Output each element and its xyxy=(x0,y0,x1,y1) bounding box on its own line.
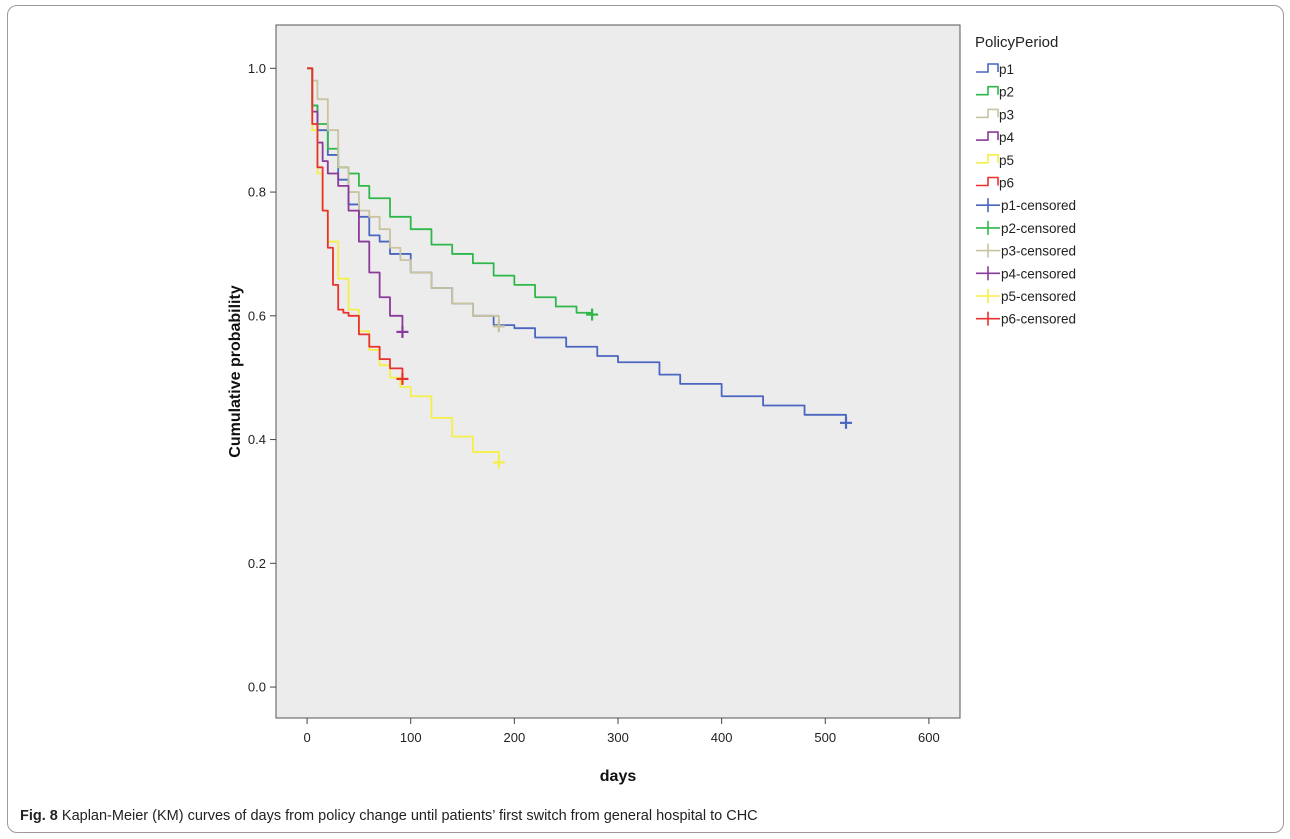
legend-item-p1-censored: p1-censored xyxy=(976,198,1076,213)
y-tick-label: 0.8 xyxy=(248,185,266,200)
legend-label: p1 xyxy=(999,62,1014,77)
caption-label: Fig. 8 xyxy=(20,808,58,824)
x-axis-title: days xyxy=(600,768,637,785)
legend-swatch xyxy=(976,108,999,119)
p2-censor-marker xyxy=(586,308,599,321)
x-tick-label: 600 xyxy=(918,730,940,745)
x-tick-label: 200 xyxy=(504,730,526,745)
legend-swatch xyxy=(976,176,999,187)
x-tick-label: 400 xyxy=(711,730,733,745)
y-tick-label: 1.0 xyxy=(248,61,266,76)
legend-label: p6 xyxy=(999,176,1014,191)
legend-swatch xyxy=(976,85,999,96)
figure-caption: Fig. 8 Kaplan-Meier (KM) curves of days … xyxy=(20,808,758,824)
x-tick-label: 300 xyxy=(607,730,629,745)
legend-label: p4 xyxy=(999,130,1015,145)
p4-censor-marker xyxy=(396,325,409,338)
caption-text: Kaplan-Meier (KM) curves of days from po… xyxy=(57,808,758,824)
legend-item-p6: p6 xyxy=(976,176,1014,191)
series-p6 xyxy=(307,67,404,379)
x-tick-label: 500 xyxy=(814,730,836,745)
legend-item-p3-censored: p3-censored xyxy=(976,243,1076,259)
y-tick-label: 0.0 xyxy=(248,680,266,695)
legend-item-p3: p3 xyxy=(976,107,1014,122)
series-layer xyxy=(307,67,852,469)
y-axis-title: Cumulative probability xyxy=(227,285,244,458)
legend-item-p5: p5 xyxy=(976,153,1014,168)
p3-censor-marker xyxy=(492,320,505,333)
axes: 0.0 0.2 0.4 0.6 0.8 1.0 0 100 200 300 400 500 600 xyxy=(248,61,940,745)
legend-item-p4-censored: p4-censored xyxy=(976,266,1076,281)
legend-label: p2-censored xyxy=(1001,221,1076,236)
p6-censor-marker xyxy=(396,372,409,385)
legend-label: p2 xyxy=(999,85,1014,100)
x-tick-label: 0 xyxy=(303,730,310,745)
legend-label: p6-censored xyxy=(1001,312,1076,327)
legend-item-p2: p2 xyxy=(976,85,1014,100)
legend-item-p6-censored: p6-censored xyxy=(976,311,1076,327)
legend-title: PolicyPeriod xyxy=(975,34,1058,51)
legend: p1 p2 p3 p4 p5 p6 p1-censored p2-censored p3-cen… xyxy=(976,62,1076,327)
legend-item-p4: p4 xyxy=(976,130,1015,145)
p5-censor-marker xyxy=(492,456,505,469)
legend-swatch xyxy=(976,131,999,141)
legend-label: p1-censored xyxy=(1001,198,1076,213)
series-p3 xyxy=(307,67,500,327)
legend-label: p4-censored xyxy=(1001,266,1076,281)
legend-item-p1: p1 xyxy=(976,62,1014,77)
legend-swatch xyxy=(976,154,999,164)
series-p2 xyxy=(307,67,593,315)
x-tick-label: 100 xyxy=(400,730,422,745)
legend-swatch xyxy=(976,63,999,73)
legend-item-p2-censored: p2-censored xyxy=(976,220,1076,236)
legend-label: p3 xyxy=(999,107,1014,122)
plot-area xyxy=(275,24,961,719)
legend-label: p3-censored xyxy=(1001,244,1076,259)
legend-label: p5-censored xyxy=(1001,289,1076,304)
p1-censor-marker xyxy=(840,416,852,429)
km-chart: 0.0 0.2 0.4 0.6 0.8 1.0 0 100 200 300 400 500 600 p1… xyxy=(227,24,1076,785)
y-tick-label: 0.6 xyxy=(248,308,266,323)
y-tick-label: 0.4 xyxy=(248,432,266,447)
legend-item-p5-censored: p5-censored xyxy=(976,289,1076,304)
y-tick-label: 0.2 xyxy=(248,556,266,571)
legend-label: p5 xyxy=(999,153,1014,168)
